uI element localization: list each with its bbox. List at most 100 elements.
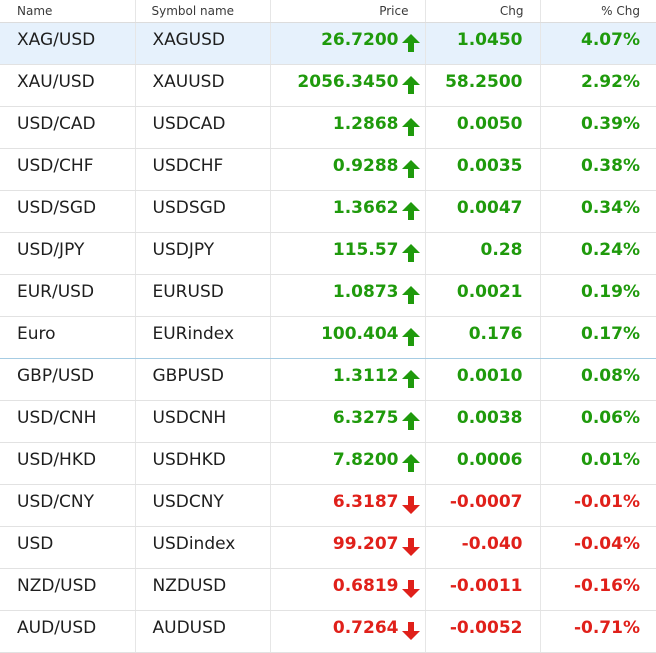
change-value-cell: 0.0035: [425, 148, 541, 191]
instrument-name: AUD/USD: [17, 618, 97, 638]
change-value: 0.0021: [456, 282, 523, 302]
symbol-name-cell: EURindex: [135, 316, 271, 359]
column-header-symbol[interactable]: Symbol name: [135, 0, 271, 23]
arrow-up-icon: [401, 201, 423, 221]
change-value: 0.0050: [456, 114, 523, 134]
table-row[interactable]: USD/JPY USDJPY 115.57 0.28 0.24%: [0, 232, 656, 275]
change-value: -0.0011: [449, 576, 523, 596]
arrow-up-icon: [401, 117, 423, 137]
percent-change-value: 0.34%: [581, 198, 640, 218]
percent-change-value: 0.39%: [581, 114, 640, 134]
percent-change-value: -0.01%: [573, 492, 640, 512]
arrow-up-icon: [401, 75, 423, 95]
price-value-cell: 115.57: [270, 232, 426, 275]
instrument-name: NZD/USD: [17, 576, 97, 596]
price-value: 0.6819: [332, 576, 399, 596]
symbol-name: NZDUSD: [152, 576, 227, 596]
instrument-name: USD/CHF: [17, 156, 94, 176]
arrow-up-icon: [401, 411, 423, 431]
symbol-name: USDJPY: [152, 240, 215, 260]
arrow-up-icon: [401, 453, 423, 473]
instrument-name-cell: EUR/USD: [0, 274, 136, 317]
arrow-down-icon: [401, 621, 423, 641]
column-header-name[interactable]: Name: [0, 0, 136, 23]
change-value-cell: 0.0010: [425, 358, 541, 401]
table-row[interactable]: USD/CAD USDCAD 1.2868 0.0050 0.39%: [0, 106, 656, 149]
column-header-price[interactable]: Price: [270, 0, 426, 23]
price-value: 26.7200: [321, 30, 399, 50]
instrument-name: EUR/USD: [17, 282, 95, 302]
table-row[interactable]: USD/SGD USDSGD 1.3662 0.0047 0.34%: [0, 190, 656, 233]
instrument-name-cell: GBP/USD: [0, 358, 136, 401]
table-row[interactable]: EUR/USD EURUSD 1.0873 0.0021 0.19%: [0, 274, 656, 317]
arrow-down-icon: [401, 495, 423, 515]
percent-change-value-cell: -0.71%: [540, 610, 656, 653]
symbol-name-cell: USDHKD: [135, 442, 271, 485]
table-row[interactable]: XAG/USD XAGUSD 26.7200 1.0450 4.07%: [0, 22, 656, 65]
change-value: -0.0007: [449, 492, 523, 512]
instrument-name-cell: USD/CHF: [0, 148, 136, 191]
percent-change-value: 0.17%: [581, 324, 640, 344]
table-row[interactable]: AUD/USD AUDUSD 0.7264 -0.0052 -0.71%: [0, 610, 656, 653]
percent-change-value-cell: 0.06%: [540, 400, 656, 443]
column-header-chg[interactable]: Chg: [425, 0, 541, 23]
symbol-name: EURindex: [152, 324, 235, 344]
arrow-up-icon: [401, 243, 423, 263]
table-row[interactable]: GBP/USD GBPUSD 1.3112 0.0010 0.08%: [0, 358, 656, 401]
symbol-name: USDHKD: [152, 450, 226, 470]
price-value-cell: 1.2868: [270, 106, 426, 149]
percent-change-value: -0.16%: [573, 576, 640, 596]
price-value-cell: 0.6819: [270, 568, 426, 611]
table-row[interactable]: USD/CNY USDCNY 6.3187 -0.0007 -0.01%: [0, 484, 656, 527]
change-value-cell: 0.0038: [425, 400, 541, 443]
symbol-name-cell: EURUSD: [135, 274, 271, 317]
price-value: 115.57: [332, 240, 399, 260]
symbol-name: USDindex: [152, 534, 236, 554]
instrument-name-cell: XAG/USD: [0, 22, 136, 65]
instrument-name: Euro: [17, 324, 56, 344]
table-row[interactable]: XAU/USD XAUUSD 2056.3450 58.2500 2.92%: [0, 64, 656, 107]
instrument-name-cell: USD/CNH: [0, 400, 136, 443]
column-header-pct-chg[interactable]: % Chg: [540, 0, 656, 23]
price-value: 1.2868: [332, 114, 399, 134]
change-value-cell: 0.0021: [425, 274, 541, 317]
symbol-name-cell: XAGUSD: [135, 22, 271, 65]
percent-change-value-cell: -0.16%: [540, 568, 656, 611]
price-value: 0.7264: [332, 618, 399, 638]
change-value: 0.176: [468, 324, 523, 344]
table-row[interactable]: Euro EURindex 100.404 0.176 0.17%: [0, 316, 656, 359]
percent-change-value: -0.71%: [573, 618, 640, 638]
symbol-name-cell: USDCHF: [135, 148, 271, 191]
table-row[interactable]: USD/CNH USDCNH 6.3275 0.0038 0.06%: [0, 400, 656, 443]
instrument-name-cell: XAU/USD: [0, 64, 136, 107]
change-value: 0.0047: [456, 198, 523, 218]
change-value-cell: 0.0050: [425, 106, 541, 149]
percent-change-value-cell: 0.01%: [540, 442, 656, 485]
symbol-name: USDCAD: [152, 114, 226, 134]
arrow-up-icon: [401, 327, 423, 347]
change-value-cell: 1.0450: [425, 22, 541, 65]
arrow-up-icon: [401, 159, 423, 179]
symbol-name: XAUUSD: [152, 72, 225, 92]
price-value: 1.3112: [332, 366, 399, 386]
price-value: 2056.3450: [297, 72, 399, 92]
percent-change-value-cell: 0.39%: [540, 106, 656, 149]
price-value-cell: 0.7264: [270, 610, 426, 653]
price-value: 6.3275: [332, 408, 399, 428]
price-value-cell: 7.8200: [270, 442, 426, 485]
change-value-cell: 0.176: [425, 316, 541, 359]
price-value: 99.207: [332, 534, 399, 554]
table-row[interactable]: USD/CHF USDCHF 0.9288 0.0035 0.38%: [0, 148, 656, 191]
percent-change-value: 0.24%: [581, 240, 640, 260]
symbol-name-cell: AUDUSD: [135, 610, 271, 653]
price-value-cell: 0.9288: [270, 148, 426, 191]
percent-change-value: 2.92%: [581, 72, 640, 92]
price-value: 6.3187: [332, 492, 399, 512]
table-row[interactable]: USD/HKD USDHKD 7.8200 0.0006 0.01%: [0, 442, 656, 485]
price-value-cell: 1.3112: [270, 358, 426, 401]
price-value: 1.3662: [332, 198, 399, 218]
table-row[interactable]: NZD/USD NZDUSD 0.6819 -0.0011 -0.16%: [0, 568, 656, 611]
symbol-name-cell: NZDUSD: [135, 568, 271, 611]
change-value-cell: 0.28: [425, 232, 541, 275]
table-row[interactable]: USD USDindex 99.207 -0.040 -0.04%: [0, 526, 656, 569]
